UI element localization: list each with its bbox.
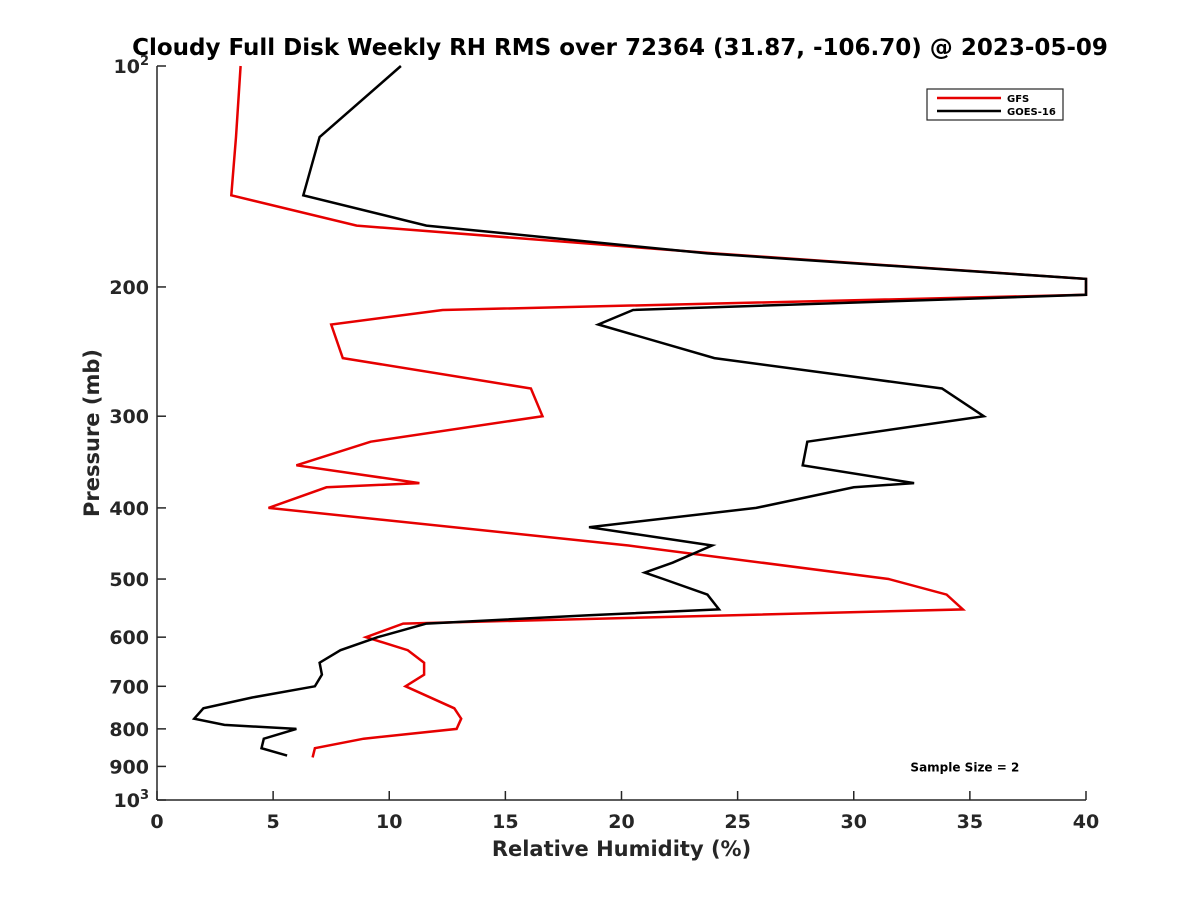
- x-tick-label: 5: [267, 811, 280, 833]
- series-line-goes-16: [191, 65, 1088, 757]
- x-tick-label: 35: [957, 811, 983, 833]
- legend: GFS GOES-16: [926, 88, 1064, 121]
- legend-label: GOES-16: [1007, 107, 1056, 118]
- y-tick-label: 500: [109, 569, 149, 591]
- series-group: [191, 65, 1088, 758]
- y-tick-label: 600: [109, 627, 149, 649]
- y-tick-label: 103: [114, 788, 150, 812]
- y-tick-label: 400: [109, 498, 149, 520]
- x-tick-label: 20: [608, 811, 634, 833]
- x-tick-label: 0: [150, 811, 163, 833]
- y-tick-label: 800: [109, 719, 149, 741]
- annotation-sample-size: Sample Size = 2: [910, 760, 1019, 774]
- legend-box: [926, 88, 1064, 121]
- x-tick-label: 40: [1073, 811, 1099, 833]
- x-tick-label: 10: [376, 811, 402, 833]
- x-tick-label: 25: [724, 811, 750, 833]
- y-tick-label: 900: [109, 756, 149, 778]
- y-axis-label: Pressure (mb): [80, 349, 104, 517]
- chart-title: Cloudy Full Disk Weekly RH RMS over 7236…: [132, 35, 1108, 61]
- y-tick-label: 200: [109, 277, 149, 299]
- legend-label: GFS: [1007, 94, 1029, 105]
- x-tick-label: 15: [492, 811, 518, 833]
- y-tick-label: 102: [114, 54, 150, 78]
- x-axis-label: Relative Humidity (%): [492, 837, 751, 861]
- y-tick-label: 700: [109, 676, 149, 698]
- x-axis-ticks: 0 5 10 15 20 25 30 35 40: [150, 791, 1099, 833]
- y-tick-label: 300: [109, 406, 149, 428]
- x-tick-label: 30: [841, 811, 867, 833]
- y-axis-ticks: 102 200 300 400 500 600 700 800 900 103: [109, 54, 166, 812]
- annotations: Sample Size = 2: [910, 760, 1019, 774]
